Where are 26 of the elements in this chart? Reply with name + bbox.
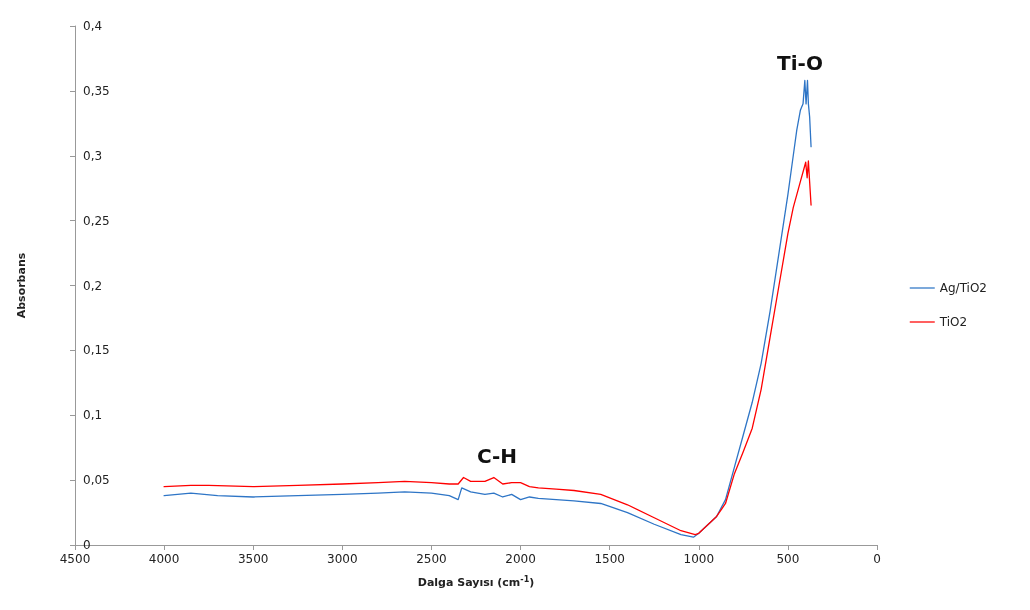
x-tick-label: 3000 — [327, 552, 358, 566]
x-tick-label: 3500 — [237, 552, 269, 566]
y-tick-label: 0,35 — [83, 83, 110, 98]
x-tick-label: 1500 — [594, 552, 625, 566]
x-tick-label: 500 — [776, 552, 800, 566]
y-tick-label: 0,1 — [83, 408, 103, 423]
x-tick-label: 1000 — [683, 552, 715, 566]
x-tick-label: 0 — [873, 552, 881, 566]
y-tick-label: 0,25 — [83, 213, 110, 228]
annotation: C-H — [476, 444, 518, 468]
y-tick-label: 0,15 — [83, 343, 110, 358]
y-tick-label: 0,3 — [83, 148, 103, 163]
y-axis-title: Absorbans — [15, 252, 28, 319]
y-tick-label: 0,4 — [83, 19, 103, 33]
y-tick-label: 0,05 — [83, 473, 110, 488]
line-series — [163, 79, 812, 538]
line-series — [163, 160, 812, 536]
legend-label: TiO2 — [938, 315, 968, 329]
x-tick-label: 4000 — [148, 552, 180, 566]
y-tick-label: 0,2 — [83, 278, 103, 293]
x-tick-label: 4500 — [59, 552, 91, 566]
annotation: Ti-O — [777, 51, 823, 75]
legend-label: Ag/TiO2 — [939, 281, 988, 295]
y-tick-label: 0 — [83, 538, 91, 552]
x-tick-label: 2000 — [505, 552, 536, 566]
x-tick-label: 2500 — [416, 552, 447, 566]
